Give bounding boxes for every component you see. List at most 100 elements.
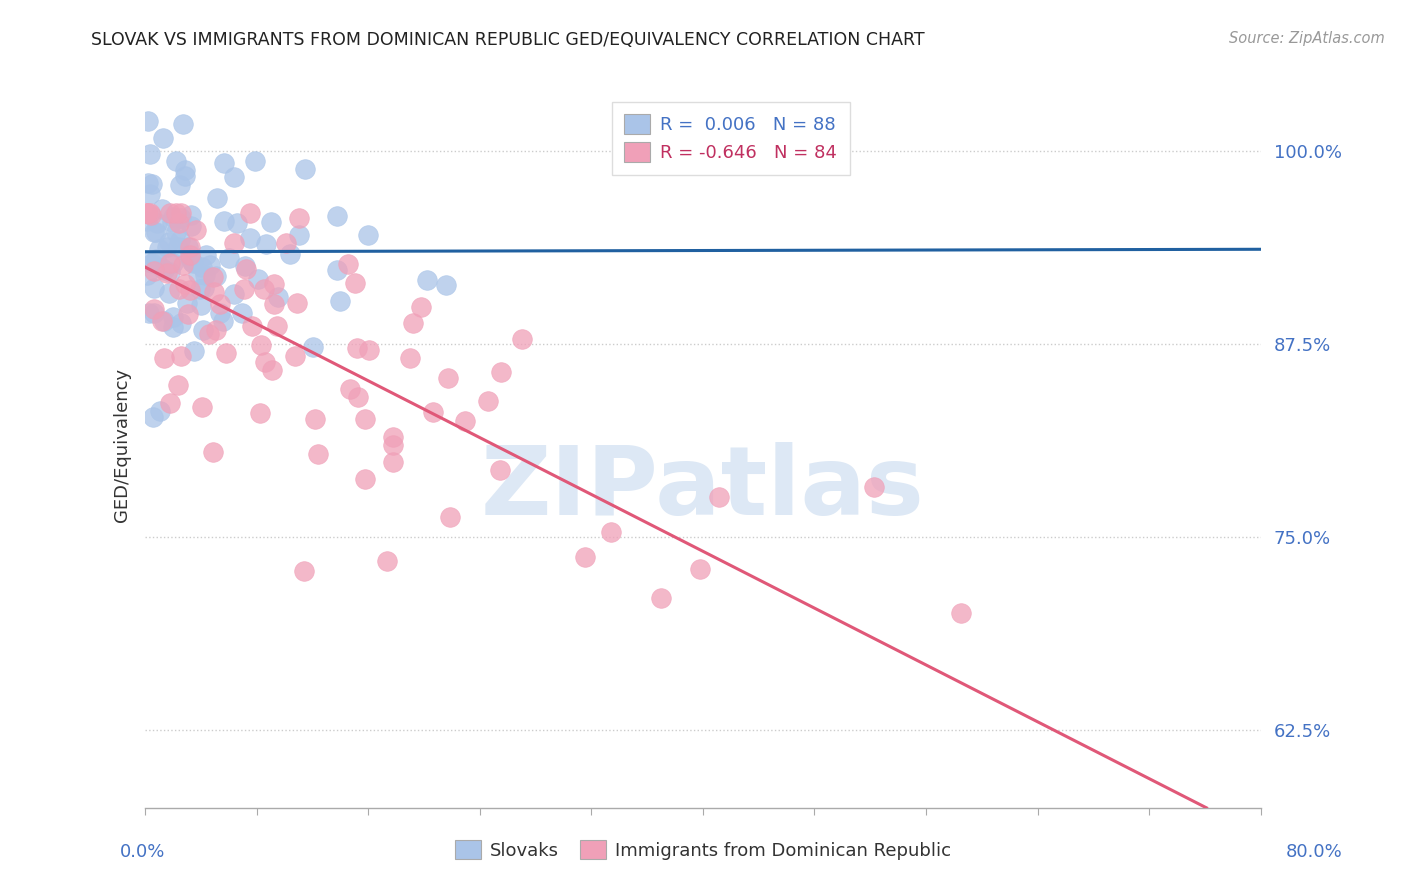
Point <box>159 396 181 410</box>
Point <box>202 445 225 459</box>
Point <box>381 455 404 469</box>
Point <box>167 239 190 253</box>
Point <box>135 206 157 220</box>
Point <box>170 206 193 220</box>
Point <box>267 290 290 304</box>
Point <box>862 480 884 494</box>
Point <box>254 237 277 252</box>
Point <box>169 178 191 193</box>
Point <box>176 307 198 321</box>
Point <box>249 406 271 420</box>
Point <box>689 562 711 576</box>
Point <box>212 156 235 170</box>
Point <box>179 251 201 265</box>
Point <box>170 349 193 363</box>
Point <box>193 281 215 295</box>
Point <box>162 310 184 324</box>
Point <box>156 240 179 254</box>
Point <box>191 400 214 414</box>
Text: SLOVAK VS IMMIGRANTS FROM DOMINICAN REPUBLIC GED/EQUIVALENCY CORRELATION CHART: SLOVAK VS IMMIGRANTS FROM DOMINICAN REPU… <box>91 31 925 49</box>
Point <box>292 564 315 578</box>
Point <box>167 282 190 296</box>
Point <box>326 263 349 277</box>
Point <box>160 214 183 228</box>
Point <box>190 260 212 274</box>
Point <box>247 272 270 286</box>
Point <box>138 176 160 190</box>
Point <box>250 338 273 352</box>
Point <box>150 261 173 276</box>
Point <box>510 332 533 346</box>
Point <box>136 214 159 228</box>
Point <box>243 153 266 168</box>
Point <box>262 363 284 377</box>
Point <box>135 268 157 282</box>
Point <box>198 326 221 341</box>
Point <box>343 277 366 291</box>
Point <box>254 355 277 369</box>
Point <box>143 306 166 320</box>
Point <box>222 170 245 185</box>
Point <box>339 382 361 396</box>
Point <box>143 225 166 239</box>
Text: ZIPatlas: ZIPatlas <box>481 442 925 535</box>
Point <box>375 554 398 568</box>
Point <box>174 277 197 292</box>
Point <box>142 301 165 316</box>
Point <box>150 314 173 328</box>
Point <box>195 248 218 262</box>
Point <box>218 251 240 265</box>
Legend: Slovaks, Immigrants from Dominican Republic: Slovaks, Immigrants from Dominican Repub… <box>449 832 957 867</box>
Point <box>304 412 326 426</box>
Point <box>260 215 283 229</box>
Point <box>143 281 166 295</box>
Point <box>302 340 325 354</box>
Point <box>650 591 672 606</box>
Point <box>198 258 221 272</box>
Point <box>477 394 499 409</box>
Point <box>288 211 311 225</box>
Point <box>209 297 232 311</box>
Point <box>153 313 176 327</box>
Point <box>159 206 181 220</box>
Point <box>174 169 197 183</box>
Point <box>225 217 247 231</box>
Point <box>152 202 174 216</box>
Point <box>181 255 204 269</box>
Point <box>190 298 212 312</box>
Point <box>205 323 228 337</box>
Point <box>263 277 285 292</box>
Point <box>169 217 191 231</box>
Point <box>239 206 262 220</box>
Point <box>212 214 235 228</box>
Point <box>162 256 184 270</box>
Point <box>287 296 309 310</box>
Point <box>181 255 204 269</box>
Point <box>488 462 510 476</box>
Point <box>187 268 209 282</box>
Point <box>263 297 285 311</box>
Point <box>212 314 235 328</box>
Point <box>434 277 457 292</box>
Point <box>599 525 621 540</box>
Point <box>172 258 194 272</box>
Point <box>409 300 432 314</box>
Point <box>172 117 194 131</box>
Point <box>169 234 191 248</box>
Point <box>231 306 253 320</box>
Point <box>136 113 159 128</box>
Point <box>274 236 297 251</box>
Text: 0.0%: 0.0% <box>120 843 165 861</box>
Point <box>179 248 201 262</box>
Point <box>222 287 245 301</box>
Point <box>184 223 207 237</box>
Point <box>307 447 329 461</box>
Point <box>194 268 217 283</box>
Point <box>707 490 730 504</box>
Point <box>159 255 181 269</box>
Point <box>278 247 301 261</box>
Point <box>139 208 162 222</box>
Point <box>176 295 198 310</box>
Point <box>239 231 262 245</box>
Point <box>135 206 157 220</box>
